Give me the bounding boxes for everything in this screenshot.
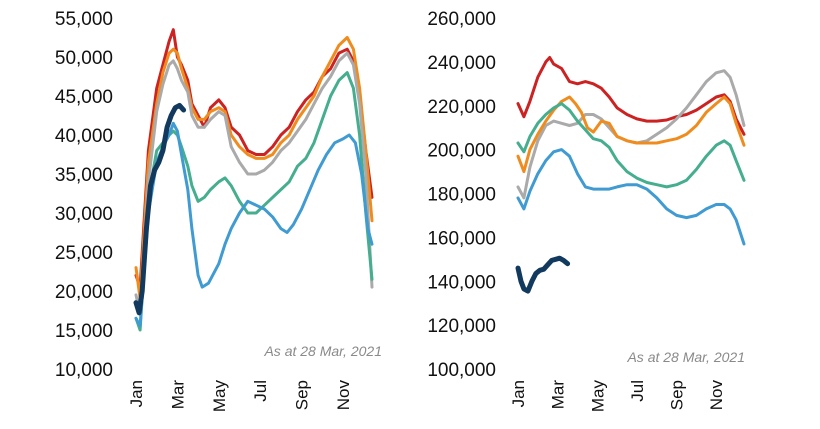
y-tick-label: 40,000 bbox=[55, 126, 113, 147]
y-tick-label: 200,000 bbox=[427, 141, 496, 162]
x-tick-label: Nov bbox=[707, 380, 726, 411]
series-line-1 bbox=[134, 28, 374, 289]
series-line-1 bbox=[516, 56, 746, 136]
x-tick-label: Mar bbox=[168, 380, 187, 410]
y-tick-label: 240,000 bbox=[427, 53, 496, 74]
series-line-5 bbox=[516, 148, 746, 246]
series-line-2 bbox=[516, 69, 746, 200]
y-tick-label: 45,000 bbox=[55, 87, 113, 108]
chart-right: 100,000 120,000 140,000 160,000 180,000 200,0… bbox=[427, 9, 746, 413]
y-tick-label: 30,000 bbox=[55, 204, 113, 225]
x-tick-label: Jan bbox=[127, 380, 146, 407]
x-tick-label: May bbox=[588, 380, 607, 413]
series-line-3 bbox=[516, 95, 746, 174]
y-tick-label: 35,000 bbox=[55, 165, 113, 186]
x-tick-label: Mar bbox=[549, 380, 568, 410]
chart-left: 10,000 15,000 20,000 25,000 30,000 35,000 40,0… bbox=[55, 9, 382, 412]
x-tick-label: Jul bbox=[628, 380, 647, 402]
x-tick-label: Sep bbox=[293, 380, 312, 410]
series-line-3 bbox=[134, 51, 374, 316]
y-tick-label: 25,000 bbox=[55, 243, 113, 264]
y-tick-label: 160,000 bbox=[427, 228, 496, 249]
x-tick-label: Jan bbox=[509, 380, 528, 407]
y-tick-label: 120,000 bbox=[427, 316, 496, 337]
series-line-5 bbox=[134, 121, 374, 328]
y-tick-label: 140,000 bbox=[427, 272, 496, 293]
x-tick-label: Jul bbox=[251, 380, 270, 402]
x-tick-label: May bbox=[210, 380, 229, 413]
series-line-6 bbox=[515, 255, 571, 294]
x-tick-label: Nov bbox=[334, 380, 353, 411]
series-line-4 bbox=[516, 102, 746, 189]
y-tick-label: 260,000 bbox=[427, 9, 496, 30]
y-tick-label: 15,000 bbox=[55, 321, 113, 342]
y-tick-label: 20,000 bbox=[55, 282, 113, 303]
series-line-4 bbox=[134, 71, 374, 332]
y-tick-label: 10,000 bbox=[55, 360, 113, 381]
as-at-note: As at 28 Mar, 2021 bbox=[263, 343, 382, 359]
y-tick-label: 100,000 bbox=[427, 360, 496, 381]
y-tick-label: 50,000 bbox=[55, 48, 113, 69]
series-line-2 bbox=[134, 36, 374, 301]
y-tick-label: 220,000 bbox=[427, 97, 496, 118]
x-tick-label: Sep bbox=[668, 380, 687, 410]
y-tick-label: 180,000 bbox=[427, 185, 496, 206]
as-at-note: As at 28 Mar, 2021 bbox=[626, 349, 745, 365]
series-line-6 bbox=[133, 102, 187, 316]
y-tick-label: 55,000 bbox=[55, 9, 113, 30]
